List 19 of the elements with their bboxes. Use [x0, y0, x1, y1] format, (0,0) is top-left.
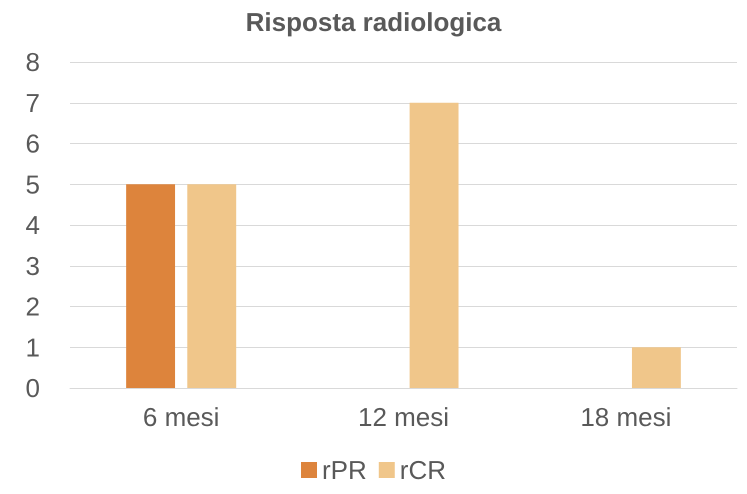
bar — [632, 347, 681, 388]
y-tick-label: 3 — [26, 250, 40, 281]
bar — [187, 184, 236, 388]
y-tick-label: 8 — [26, 47, 40, 77]
y-tick-label: 5 — [26, 169, 40, 200]
y-tick-label: 1 — [26, 332, 40, 362]
x-tick-label: 12 mesi — [358, 402, 450, 432]
x-tick-label: 18 mesi — [580, 402, 672, 432]
bar — [126, 184, 176, 388]
bar — [410, 102, 459, 388]
y-tick-label: 4 — [26, 210, 40, 240]
y-tick-label: 2 — [26, 292, 40, 322]
legend-label: rPR — [322, 455, 367, 485]
chart-title: Risposta radiologica — [246, 7, 502, 37]
y-tick-label: 6 — [26, 128, 40, 158]
x-tick-label: 6 mesi — [142, 402, 220, 432]
y-tick-label: 0 — [26, 373, 40, 403]
legend-label: rCR — [400, 455, 446, 485]
y-tick-label: 7 — [26, 88, 40, 118]
